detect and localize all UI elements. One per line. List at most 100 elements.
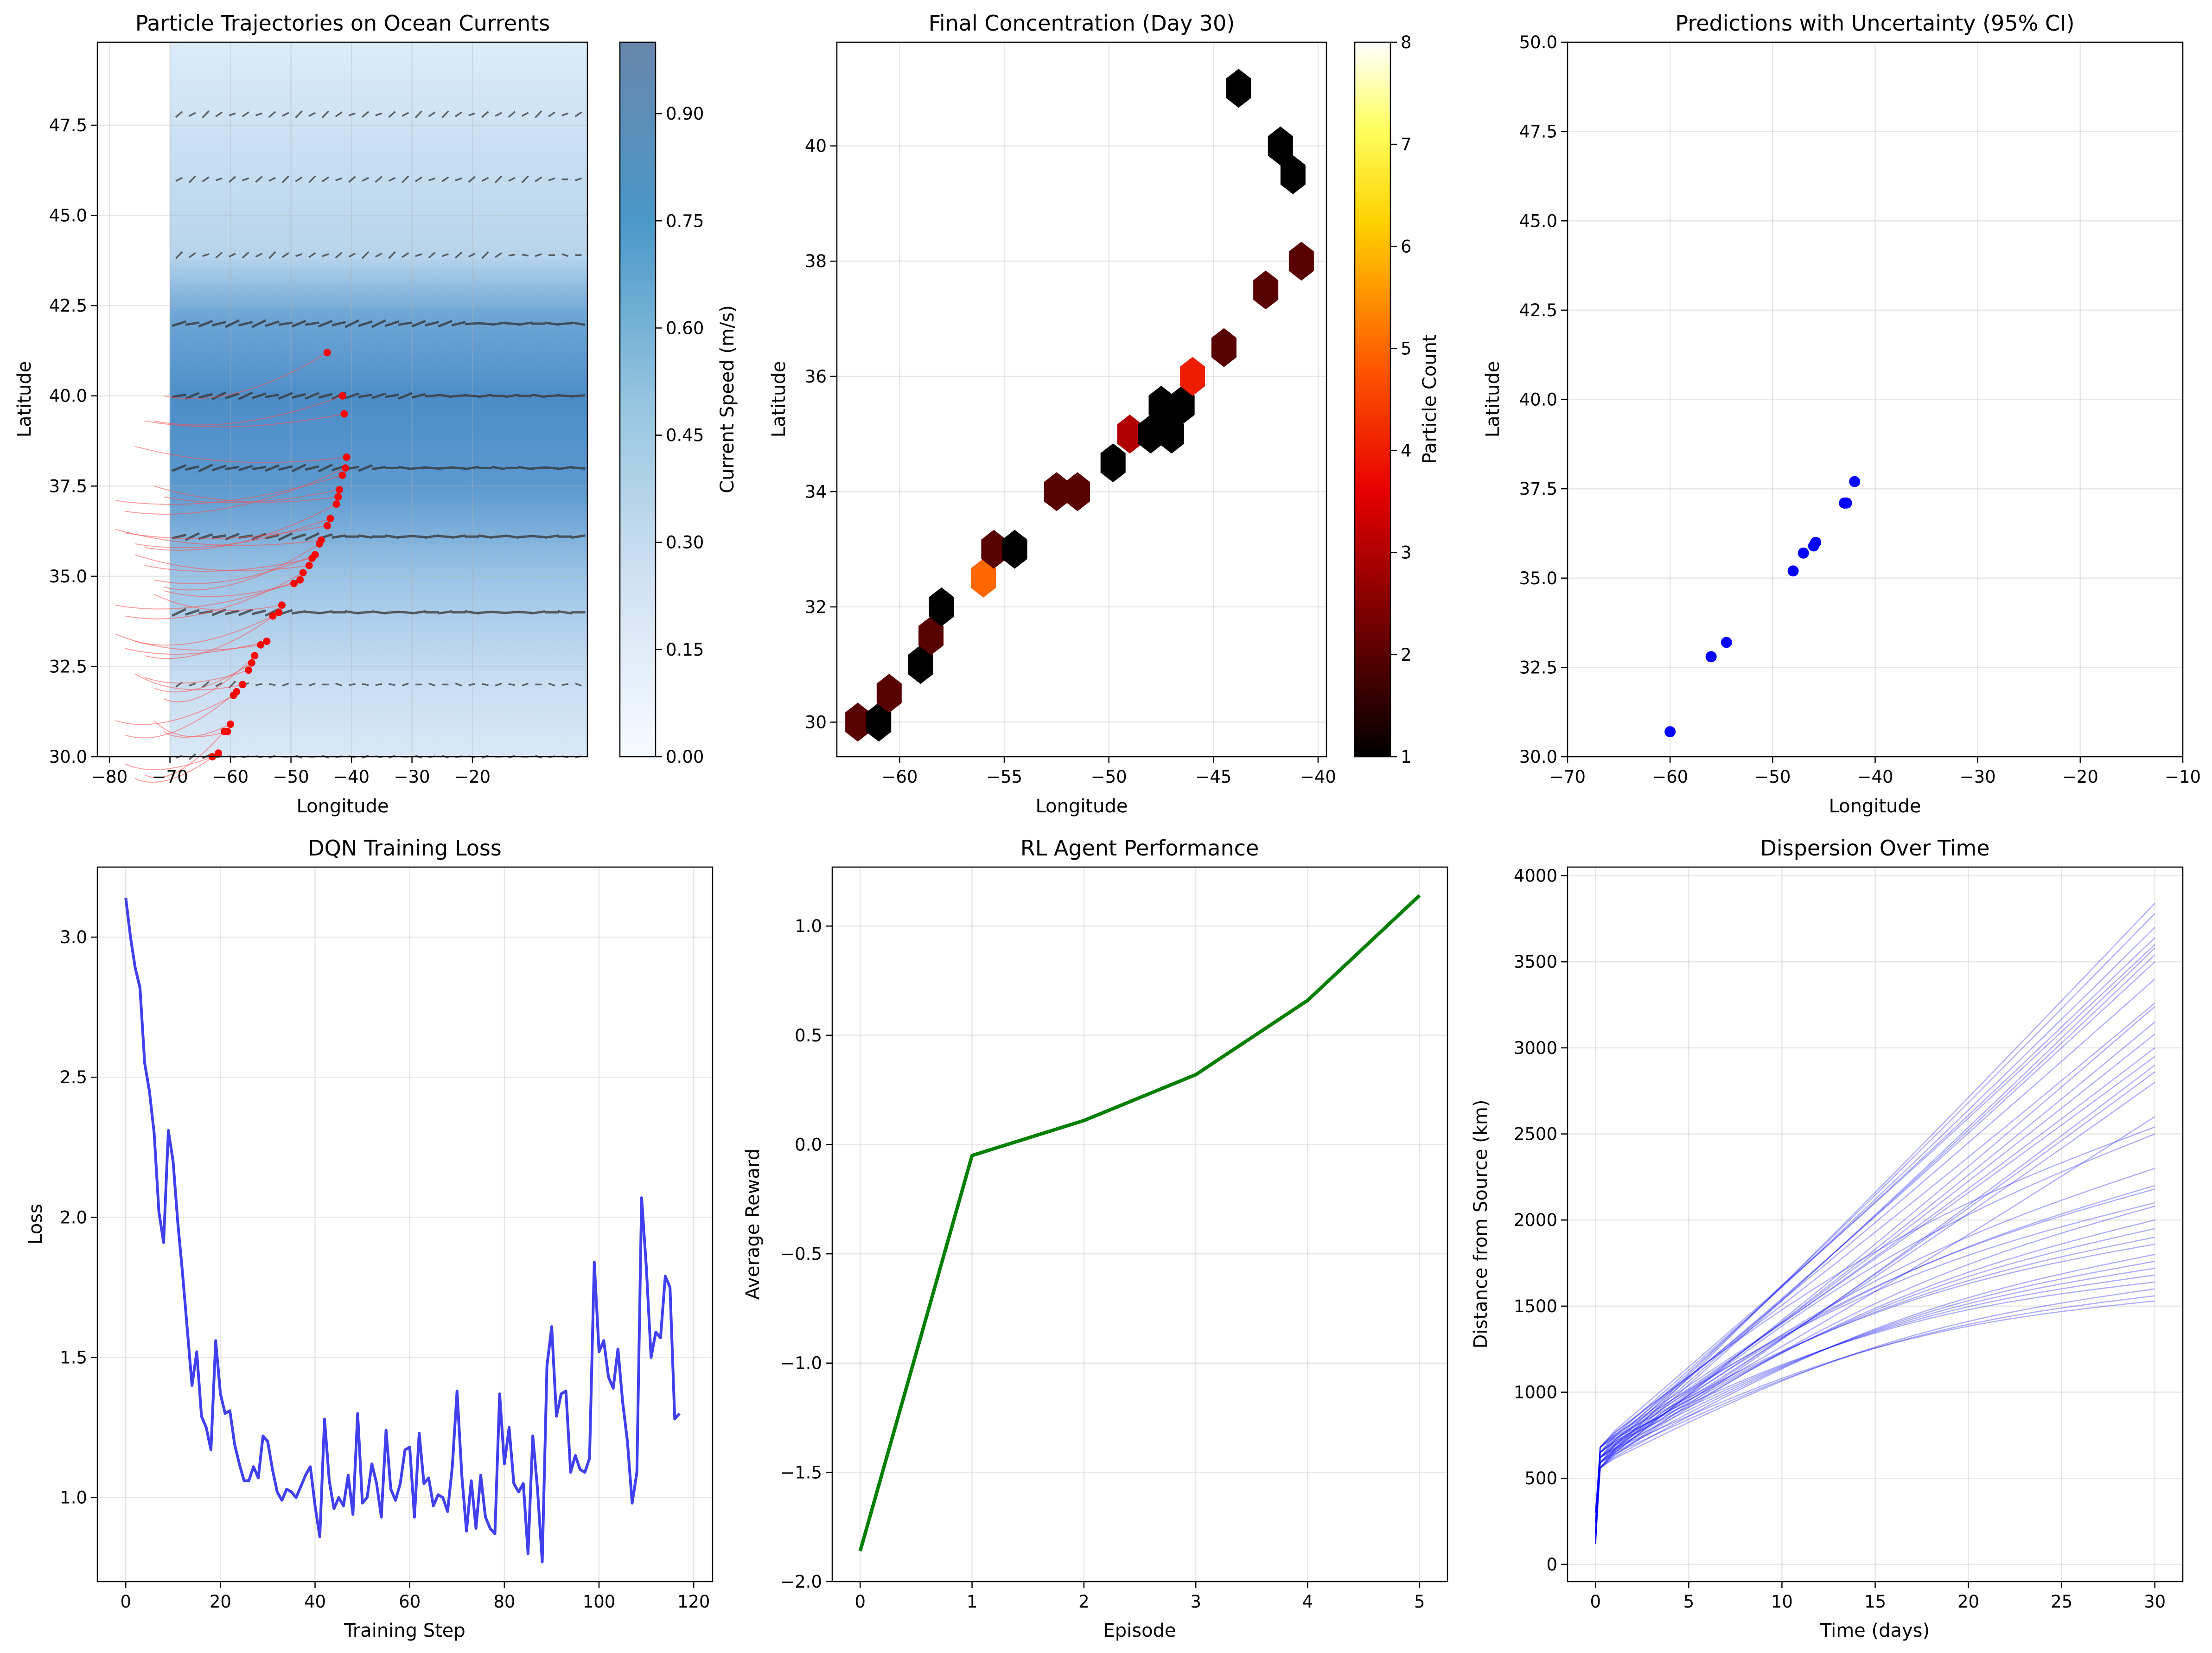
current-arrow (278, 465, 293, 471)
current-speed-field (170, 42, 587, 757)
current-arrow (508, 177, 516, 182)
y-tick-label: 34 (805, 482, 827, 502)
current-arrow (561, 683, 569, 686)
hexbin-cell (1253, 270, 1279, 310)
hexbin-cell (1226, 69, 1251, 108)
particle-trajectory (154, 554, 316, 584)
final-position-point (269, 612, 277, 620)
current-arrow (414, 110, 423, 119)
current-arrow (335, 177, 343, 181)
y-tick-label: 3000 (1514, 1038, 1557, 1058)
current-arrow (438, 466, 453, 470)
current-arrow (281, 252, 289, 258)
current-arrow (451, 534, 466, 539)
current-arrow (318, 463, 333, 472)
current-arrow (455, 111, 463, 117)
colorbar-tick-label: 8 (1401, 32, 1412, 52)
x-tick-label: 60 (399, 1592, 421, 1612)
hexbin-cell (1211, 328, 1237, 367)
x-tick-label: 25 (2051, 1592, 2072, 1612)
current-arrow (268, 177, 276, 182)
y-tick-label: 35.0 (49, 567, 87, 587)
dispersion-line (1595, 1188, 2155, 1513)
current-arrow (411, 535, 426, 538)
y-tick-label: 45.0 (49, 206, 87, 226)
current-arrow (242, 251, 249, 259)
current-arrow (172, 464, 187, 472)
predictions-y-label: Latitude (1482, 361, 1504, 438)
x-tick-label: 3 (1190, 1592, 1201, 1612)
y-tick-label: −0.5 (780, 1244, 822, 1264)
particle-trajectory (134, 615, 273, 646)
current-arrow (255, 253, 263, 258)
colorbar-tick-label: 6 (1401, 236, 1412, 256)
dispersion-line (1595, 954, 2155, 1523)
concentration-y-ticks: 30 32 34 36 38 40 (805, 136, 837, 732)
x-tick-label: 20 (210, 1592, 231, 1612)
particle-trajectory (144, 612, 280, 659)
predictions-title: Predictions with Uncertainty (95% CI) (1675, 11, 2074, 36)
current-arrow (318, 393, 333, 399)
current-arrow (211, 391, 227, 401)
current-arrow (398, 610, 413, 614)
final-position-point (296, 576, 304, 584)
hexbin-cell (1138, 415, 1163, 454)
current-arrow (229, 112, 236, 116)
current-arrow (362, 683, 369, 686)
hexbin-cell (1268, 126, 1293, 166)
particle-trajectory (115, 529, 321, 546)
y-tick-label: 30 (805, 712, 827, 732)
prediction-point (1810, 536, 1822, 548)
current-arrow (215, 251, 223, 259)
current-arrow (518, 535, 532, 538)
dispersion-line (1595, 1116, 2155, 1523)
dispersion-title: Dispersion Over Time (1760, 836, 1989, 861)
panel-dispersion: Dispersion Over Time 0 5 10 15 20 25 30 0 500 10… (1470, 836, 2184, 1641)
current-arrow (438, 319, 453, 328)
x-tick-label: 2 (1078, 1592, 1090, 1612)
dispersion-line (1595, 1206, 2155, 1534)
particle-trajectory (153, 720, 228, 737)
current-arrow (428, 111, 436, 117)
current-vector-arrows (172, 110, 586, 760)
dispersion-line (1595, 1006, 2155, 1523)
dispersion-line (1595, 978, 2155, 1544)
current-arrow (518, 466, 532, 471)
current-arrow (318, 319, 333, 328)
hexbin-cell (845, 702, 871, 742)
current-arrow (521, 112, 529, 117)
current-arrow (548, 111, 555, 117)
current-arrow (251, 609, 267, 615)
current-arrow (185, 321, 200, 326)
y-tick-label: 32.5 (1519, 657, 1557, 677)
current-arrow (482, 683, 489, 686)
trajectories-y-label: Latitude (14, 361, 35, 438)
particle-trajectory (164, 655, 255, 702)
colorbar-tick-label: 0.00 (666, 747, 704, 767)
dqn-loss-x-ticks: 0 20 40 60 80 100 120 (120, 1582, 710, 1612)
current-arrow (268, 251, 276, 259)
current-arrow (401, 175, 409, 184)
current-arrow (229, 253, 236, 258)
current-arrow (504, 393, 519, 398)
current-arrow (438, 393, 453, 398)
current-arrow (398, 392, 413, 400)
colorbar-tick-label: 3 (1401, 543, 1412, 563)
current-arrow (308, 175, 316, 184)
particle-trajectory (115, 579, 300, 610)
concentration-x-label: Longitude (1036, 796, 1128, 817)
y-tick-label: −1.0 (780, 1353, 822, 1373)
current-arrow (574, 111, 582, 117)
current-arrow (411, 466, 426, 470)
particle-trajectory (125, 467, 346, 515)
current-arrow (494, 175, 503, 184)
current-arrow (291, 463, 306, 472)
colorbar-tick-label: 0.30 (666, 533, 704, 553)
hexbin-cell (918, 616, 944, 656)
current-arrow (495, 252, 503, 258)
y-tick-label: 3500 (1514, 952, 1557, 972)
current-arrow (441, 110, 449, 119)
prediction-point (1787, 565, 1799, 577)
current-arrow (268, 111, 276, 118)
current-arrow (172, 608, 187, 617)
